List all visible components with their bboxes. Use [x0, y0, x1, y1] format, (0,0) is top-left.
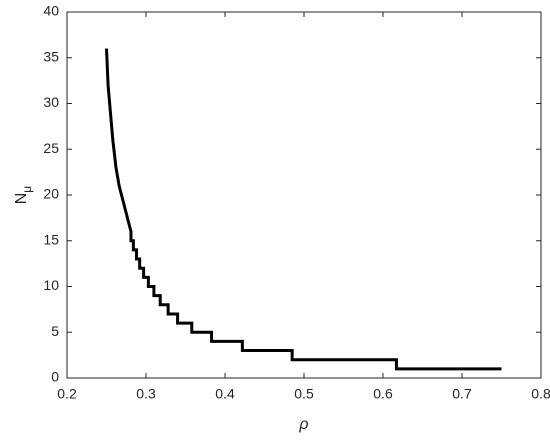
y-axis-label: Nμ	[13, 186, 34, 205]
x-tick-label: 0.4	[215, 386, 235, 402]
y-axis-label-main: N	[13, 193, 30, 205]
x-axis-label: ρ	[298, 416, 308, 433]
x-tick-label: 0.2	[57, 386, 77, 402]
data-line	[105, 48, 502, 371]
y-tick-label: 20	[43, 186, 59, 202]
y-tick-label: 35	[43, 48, 59, 64]
x-tick-label: 0.5	[294, 386, 314, 402]
x-tick-label: 0.3	[136, 386, 156, 402]
x-tick-label: 0.6	[373, 386, 393, 402]
y-tick-label: 25	[43, 140, 59, 156]
y-tick-label: 40	[43, 3, 59, 19]
y-axis-label-sub: μ	[20, 186, 34, 193]
y-tick-label: 15	[43, 231, 59, 247]
x-tick-label: 0.7	[452, 386, 472, 402]
y-tick-label: 10	[43, 277, 59, 293]
y-tick-label: 5	[51, 323, 59, 339]
x-tick-label: 0.8	[531, 386, 550, 402]
y-tick-label: 0	[51, 369, 59, 385]
axes-box	[66, 11, 542, 379]
y-tick-label: 30	[43, 94, 59, 110]
